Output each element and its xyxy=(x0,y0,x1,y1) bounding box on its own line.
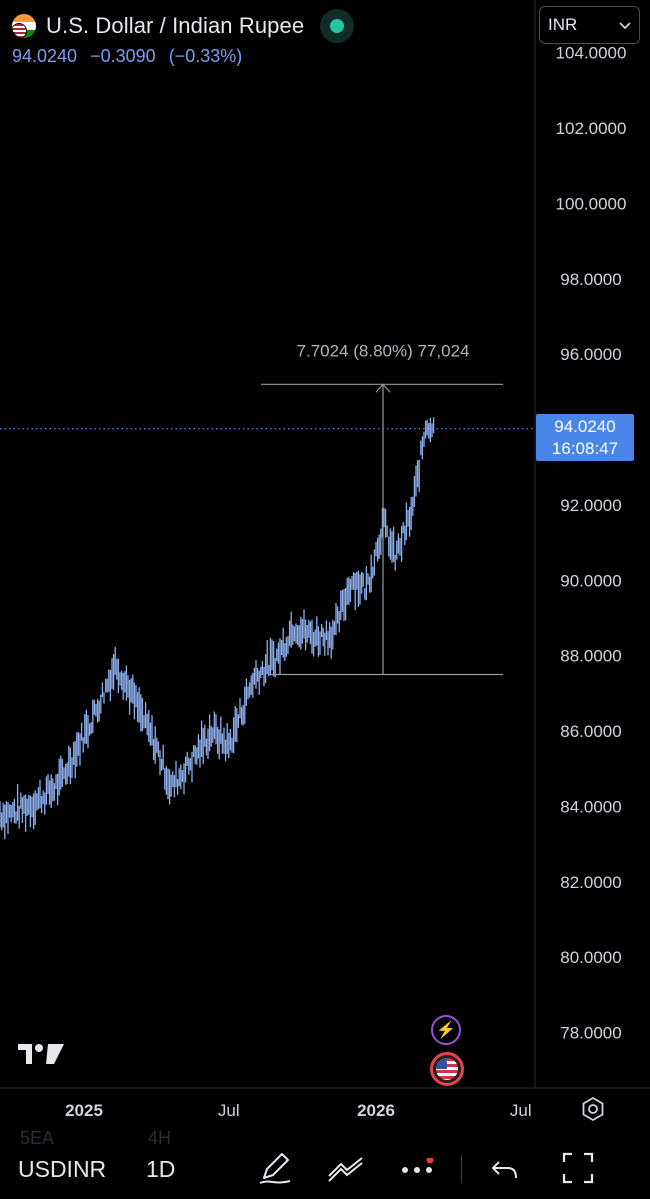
tradingview-logo[interactable] xyxy=(18,1042,66,1071)
price-tick-label: 84.0000 xyxy=(560,797,621,816)
price-tick-label: 88.0000 xyxy=(560,647,621,666)
interval-button[interactable]: 1D xyxy=(146,1156,176,1182)
more-icon[interactable] xyxy=(400,1156,438,1187)
time-tick-label: Jul xyxy=(510,1101,532,1120)
time-tick-label: 2025 xyxy=(65,1101,103,1120)
price-tick-label: 86.0000 xyxy=(560,722,621,741)
price-tag-countdown: 16:08:47 xyxy=(551,439,619,458)
market-status-icon[interactable] xyxy=(320,9,355,43)
chevron-down-icon xyxy=(619,15,631,35)
time-tick-label: 2026 xyxy=(357,1101,395,1120)
symbol-title[interactable]: U.S. Dollar / Indian Rupee xyxy=(46,13,305,38)
price-tick-label: 96.0000 xyxy=(560,345,621,364)
symbol-button[interactable]: USDINR xyxy=(18,1156,107,1182)
price-tick-label: 90.0000 xyxy=(560,571,621,590)
drawings-icon[interactable] xyxy=(326,1150,366,1191)
price-tick-label: 78.0000 xyxy=(560,1024,621,1043)
last-price: 94.0240 xyxy=(12,46,78,66)
lightning-icon[interactable]: ⚡ xyxy=(431,1015,461,1045)
currency-select[interactable]: INR xyxy=(539,6,640,44)
time-axis[interactable]: 2025 Jul 2026 Jul xyxy=(65,1101,532,1120)
pen-icon[interactable] xyxy=(258,1150,292,1191)
currency-select-value: INR xyxy=(548,15,578,34)
measure-label: 7.7024 (8.80%) 77,024 xyxy=(297,341,470,360)
time-tick-label: Jul xyxy=(218,1101,240,1120)
fullscreen-icon[interactable] xyxy=(560,1150,596,1191)
last-price-tag: 94.0240 16:08:47 xyxy=(536,414,634,461)
symbol-header: U.S. Dollar / Indian Rupee 94.0240 −0.30… xyxy=(12,9,355,70)
price-tick-label: 104.0000 xyxy=(556,44,627,63)
price-change: −0.3090 xyxy=(90,46,156,66)
quote-line: 94.0240 −0.3090 (−0.33%) xyxy=(12,46,354,67)
price-tick-label: 98.0000 xyxy=(560,270,621,289)
price-tick-label: 102.0000 xyxy=(556,119,627,138)
price-tag-value: 94.0240 xyxy=(554,417,616,436)
undo-icon[interactable] xyxy=(490,1150,520,1191)
price-tick-label: 92.0000 xyxy=(560,496,621,515)
ghost-watchlist-text: 5EA xyxy=(20,1128,55,1148)
currency-pair-flag-icon xyxy=(12,14,36,38)
settings-icon[interactable] xyxy=(580,1096,606,1127)
us-flag-icon[interactable] xyxy=(430,1052,464,1086)
price-tick-label: 80.0000 xyxy=(560,948,621,967)
measure-arrowhead xyxy=(375,383,391,393)
price-axis[interactable]: 104.0000 102.0000 100.0000 98.0000 96.0000 94… xyxy=(556,44,627,1043)
toolbar-divider xyxy=(461,1155,462,1183)
ghost-interval-text: 4H xyxy=(148,1128,172,1148)
price-tick-label: 82.0000 xyxy=(560,873,621,892)
price-range-measure[interactable]: 7.7024 (8.80%) 77,024 xyxy=(261,341,503,676)
price-tick-label: 100.0000 xyxy=(556,194,627,213)
price-series xyxy=(0,417,435,840)
price-change-percent: (−0.33%) xyxy=(168,46,243,66)
